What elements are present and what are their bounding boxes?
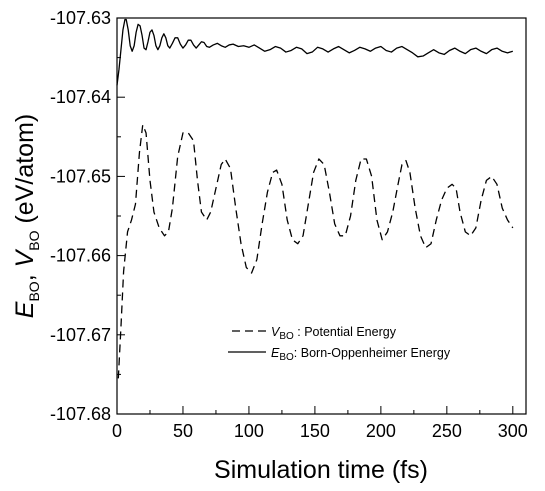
ticks: 0 50 100 150 200 250 300 -107.63 -107.64 -107.65 -…: [50, 8, 528, 441]
y-tick-label: -107.66: [50, 246, 111, 266]
y-tick-label: -107.67: [50, 325, 111, 345]
legend-potential-label: : Potential Energy: [294, 325, 397, 339]
series-line-potential-energy: [117, 124, 514, 379]
x-tick-label: 100: [234, 421, 264, 441]
x-tick-label: 50: [173, 421, 193, 441]
x-tick-label: 150: [300, 421, 330, 441]
legend-entry-born-oppenheimer-energy: EBO: Born-Oppenheimer Energy: [271, 346, 451, 363]
y-tick-label: -107.64: [50, 87, 111, 107]
y-axis-e-symbol: E: [11, 301, 39, 318]
series-lines: [116, 18, 514, 379]
y-axis-separator: ,: [11, 267, 39, 281]
y-axis-title: EBO, VBO (eV/atom): [11, 114, 42, 318]
legend-potential-subscript: BO: [279, 331, 294, 342]
legend-entry-potential-energy: VBO : Potential Energy: [271, 325, 397, 342]
x-tick-label: 300: [498, 421, 528, 441]
y-axis-v-symbol: V: [11, 248, 39, 267]
y-tick-label: -107.65: [50, 166, 111, 186]
x-tick-label: 250: [432, 421, 462, 441]
y-axis-e-subscript: BO: [26, 281, 42, 301]
x-axis-title: Simulation time (fs): [214, 456, 428, 484]
legend-born-oppenheimer-symbol: E: [271, 346, 280, 360]
y-tick-label: -107.63: [50, 8, 111, 28]
x-tick-label: 200: [366, 421, 396, 441]
y-axis-v-subscript: BO: [26, 230, 42, 250]
legend: VBO : Potential Energy EBO: Born-Oppenhe…: [228, 325, 451, 363]
legend-born-oppenheimer-subscript: BO: [279, 352, 294, 363]
y-tick-label: -107.68: [50, 404, 111, 424]
y-axis-unit: (eV/atom): [11, 114, 39, 231]
legend-born-oppenheimer-label: : Born-Oppenheimer Energy: [294, 346, 451, 360]
series-line-born-oppenheimer-energy: [116, 18, 513, 86]
x-tick-label: 0: [112, 421, 122, 441]
legend-potential-symbol: V: [271, 325, 281, 339]
